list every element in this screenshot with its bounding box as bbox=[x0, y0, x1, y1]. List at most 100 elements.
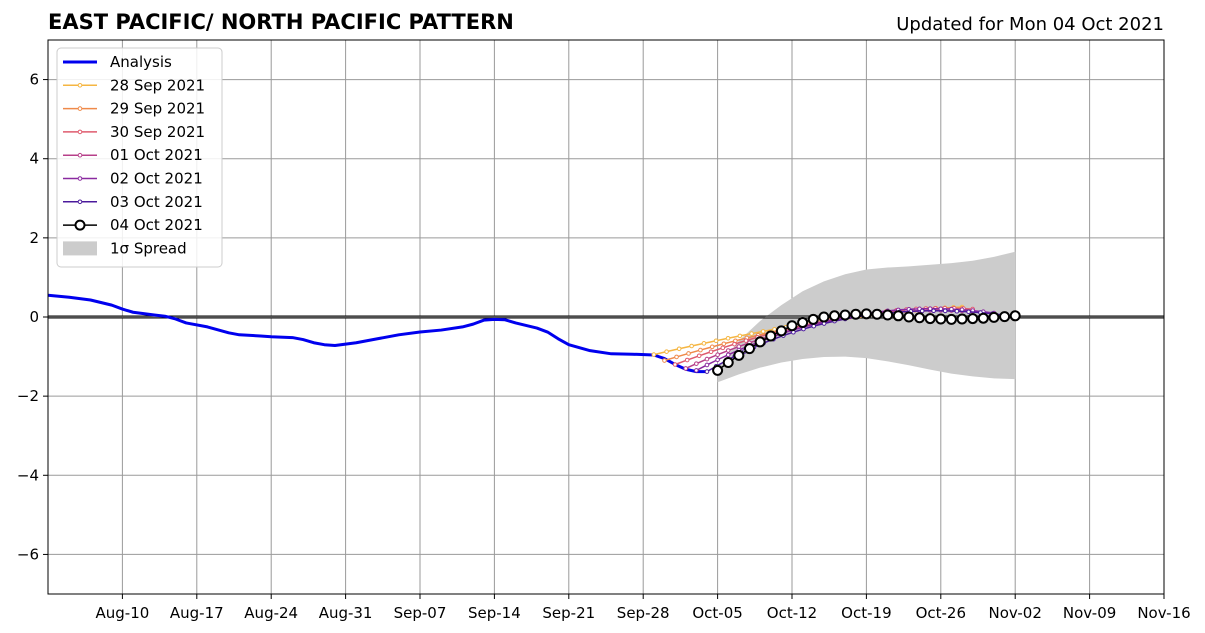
y-tick-label: 4 bbox=[29, 150, 39, 168]
y-tick-label: 0 bbox=[29, 308, 39, 326]
current-forecast-marker bbox=[722, 357, 734, 369]
forecast-marker bbox=[664, 349, 669, 354]
forecast-marker bbox=[701, 341, 707, 346]
legend-marker bbox=[77, 106, 83, 111]
forecast-marker bbox=[725, 348, 731, 353]
legend-marker bbox=[74, 219, 86, 231]
current-forecast-marker bbox=[807, 313, 819, 325]
legend-label: 03 Oct 2021 bbox=[110, 193, 203, 211]
x-tick-label: Sep-14 bbox=[468, 604, 521, 622]
forecast-marker bbox=[708, 349, 714, 355]
forecast-marker bbox=[686, 351, 691, 356]
forecast-marker bbox=[694, 368, 699, 373]
legend-label: 04 Oct 2021 bbox=[110, 216, 203, 234]
current-forecast-marker bbox=[775, 325, 787, 337]
x-tick-label: Nov-02 bbox=[989, 604, 1042, 622]
x-tick-label: Sep-21 bbox=[542, 604, 595, 622]
y-tick-label: −4 bbox=[17, 466, 39, 484]
current-forecast-marker bbox=[839, 309, 851, 321]
forecast-marker bbox=[696, 353, 702, 359]
current-forecast-marker bbox=[1009, 310, 1021, 322]
forecast-marker bbox=[749, 331, 754, 336]
current-forecast-marker bbox=[945, 313, 957, 325]
forecast-marker bbox=[689, 343, 694, 349]
current-forecast-marker bbox=[829, 310, 841, 322]
x-tick-label: Oct-12 bbox=[767, 604, 817, 622]
current-forecast-marker bbox=[850, 308, 862, 320]
current-forecast-marker bbox=[860, 308, 872, 320]
legend-box bbox=[56, 47, 223, 268]
current-forecast-marker bbox=[892, 310, 904, 322]
x-tick-label: Aug-24 bbox=[244, 604, 298, 622]
current-forecast-marker bbox=[988, 311, 1000, 323]
x-tick-label: Sep-28 bbox=[617, 604, 670, 622]
forecast-marker bbox=[713, 338, 719, 344]
x-tick-label: Oct-05 bbox=[692, 604, 742, 622]
current-forecast-marker bbox=[914, 312, 926, 324]
x-tick-label: Sep-07 bbox=[394, 604, 447, 622]
forecast-marker bbox=[931, 308, 936, 314]
forecast-marker bbox=[760, 329, 766, 334]
legend-entry: 04 Oct 2021 bbox=[63, 216, 203, 234]
legend-label: 30 Sep 2021 bbox=[110, 123, 205, 141]
legend-marker bbox=[77, 83, 83, 88]
current-forecast-marker bbox=[754, 336, 766, 348]
legend-swatch bbox=[63, 241, 97, 256]
y-tick-label: −6 bbox=[17, 545, 39, 563]
forecast-marker bbox=[743, 338, 749, 343]
forecast-marker bbox=[704, 356, 710, 362]
x-tick-label: Aug-10 bbox=[96, 604, 150, 622]
current-forecast-marker bbox=[797, 317, 809, 329]
legend-entry: Analysis bbox=[63, 53, 172, 71]
y-tick-label: −2 bbox=[17, 387, 39, 405]
forecast-marker bbox=[651, 352, 657, 357]
forecast-marker bbox=[704, 362, 710, 368]
current-forecast-marker bbox=[977, 312, 989, 324]
forecast-marker bbox=[938, 306, 944, 312]
legend-marker bbox=[77, 176, 83, 181]
legend-entry: 29 Sep 2021 bbox=[63, 100, 205, 118]
x-tick-label: Oct-26 bbox=[916, 604, 966, 622]
current-forecast-marker bbox=[956, 313, 968, 325]
forecast-marker bbox=[732, 341, 737, 347]
forecast-marker bbox=[954, 308, 960, 314]
x-tick-label: Aug-17 bbox=[170, 604, 224, 622]
x-tick-label: Nov-09 bbox=[1063, 604, 1116, 622]
forecast-marker bbox=[715, 357, 720, 363]
forecast-marker bbox=[942, 308, 948, 314]
legend-label: 1σ Spread bbox=[110, 239, 187, 257]
forecast-marker bbox=[725, 352, 731, 358]
current-forecast-marker bbox=[733, 349, 745, 361]
current-forecast-marker bbox=[786, 320, 798, 332]
legend-label: 29 Sep 2021 bbox=[110, 100, 205, 118]
axis-ticks: Aug-10 Aug-17 Aug-24 Aug-31 Sep-07 Sep-14 Sep-… bbox=[17, 71, 1191, 622]
legend-label: 28 Sep 2021 bbox=[110, 76, 205, 94]
current-forecast-series bbox=[712, 308, 1021, 376]
forecast-marker bbox=[966, 309, 971, 315]
forecast-marker bbox=[721, 341, 727, 347]
legend-entry: 28 Sep 2021 bbox=[63, 76, 205, 94]
current-forecast-marker bbox=[871, 308, 883, 320]
current-forecast-marker bbox=[882, 309, 894, 321]
current-forecast-marker bbox=[743, 343, 755, 355]
current-forecast-marker bbox=[924, 313, 936, 325]
forecast-marker bbox=[662, 358, 667, 363]
legend-marker bbox=[77, 199, 83, 205]
forecast-marker bbox=[737, 333, 743, 339]
legend-entry: 03 Oct 2021 bbox=[63, 193, 203, 211]
forecast-marker bbox=[676, 346, 682, 352]
current-forecast-marker bbox=[967, 313, 979, 325]
y-tick-label: 2 bbox=[29, 229, 39, 247]
updated-label: Updated for Mon 04 Oct 2021 bbox=[896, 14, 1164, 35]
analysis-series bbox=[47, 293, 707, 374]
forecast-marker bbox=[674, 354, 679, 360]
legend-entry: 30 Sep 2021 bbox=[63, 123, 205, 141]
forecast-marker bbox=[698, 347, 703, 353]
current-forecast-marker bbox=[712, 364, 724, 376]
forecast-marker bbox=[811, 323, 817, 329]
legend-entry: 02 Oct 2021 bbox=[63, 170, 203, 188]
legend-marker bbox=[77, 129, 83, 135]
legend: Analysis 28 Sep 2021 29 Sep 2021 30 Sep 202… bbox=[56, 47, 223, 268]
current-forecast-marker bbox=[818, 311, 830, 323]
